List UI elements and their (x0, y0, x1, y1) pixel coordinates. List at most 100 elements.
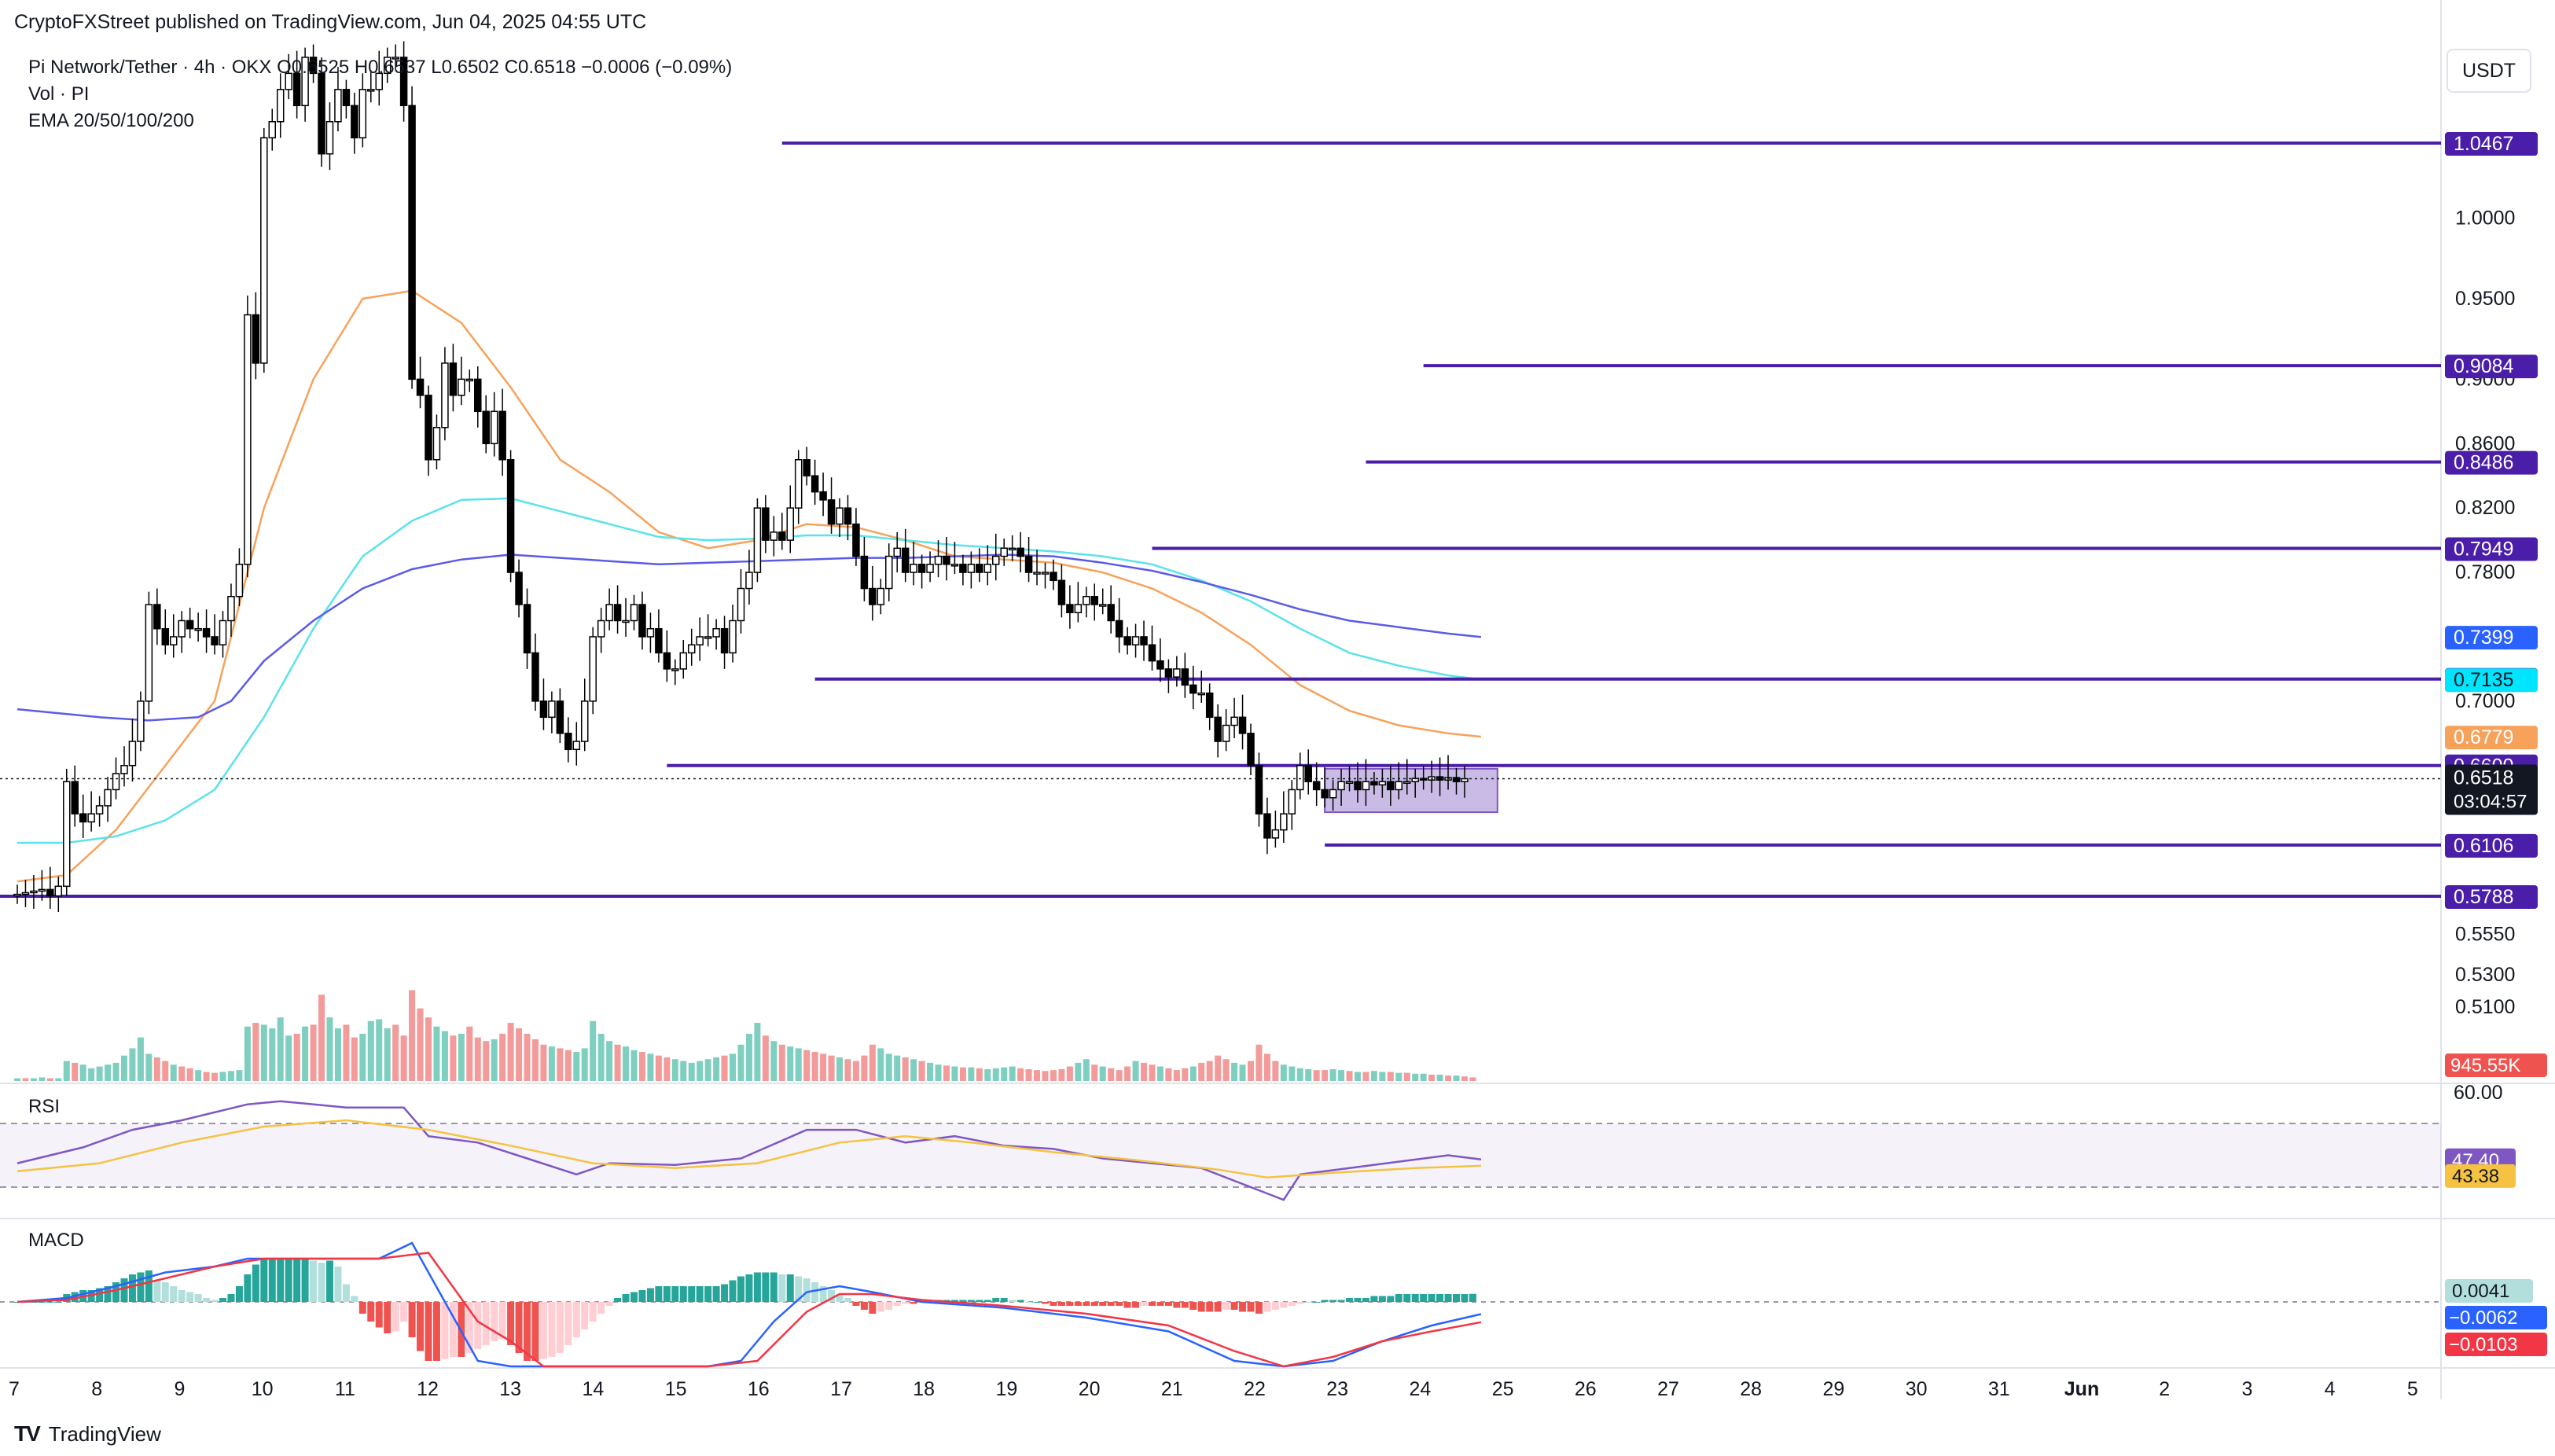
candle[interactable] (605, 604, 613, 622)
candle[interactable] (762, 507, 770, 541)
candle[interactable] (646, 627, 655, 638)
candle[interactable] (926, 564, 934, 573)
candle[interactable] (186, 620, 194, 630)
candle[interactable] (720, 627, 729, 654)
candle[interactable] (589, 636, 597, 702)
candle[interactable] (959, 564, 967, 573)
ema-legend[interactable]: EMA 20/50/100/200 (28, 110, 194, 131)
candle[interactable] (1354, 781, 1362, 791)
candle[interactable] (515, 572, 523, 605)
candle[interactable] (38, 888, 46, 892)
candle[interactable] (1337, 781, 1345, 791)
candle[interactable] (1156, 660, 1164, 670)
candle[interactable] (778, 531, 786, 541)
macd-signal-line[interactable] (17, 1252, 1482, 1368)
candle[interactable] (1107, 604, 1115, 622)
candle[interactable] (1131, 636, 1140, 645)
candle[interactable] (991, 555, 1000, 565)
candle[interactable] (1197, 692, 1205, 696)
candle[interactable] (1164, 668, 1173, 678)
candle[interactable] (408, 105, 416, 381)
candle[interactable] (1057, 579, 1066, 605)
candle[interactable] (539, 700, 548, 719)
candle[interactable] (30, 890, 38, 894)
candle[interactable] (399, 57, 408, 107)
candle[interactable] (597, 620, 605, 638)
candle[interactable] (983, 564, 992, 573)
candle[interactable] (1280, 813, 1288, 831)
candle[interactable] (465, 378, 474, 382)
candle[interactable] (79, 813, 87, 823)
candle[interactable] (1214, 716, 1222, 742)
candle[interactable] (819, 491, 827, 501)
candle[interactable] (1452, 777, 1461, 782)
candle[interactable] (1271, 829, 1280, 839)
candle[interactable] (1247, 733, 1255, 767)
candle[interactable] (95, 805, 104, 814)
candle[interactable] (260, 137, 268, 364)
candle[interactable] (729, 620, 737, 654)
candle[interactable] (786, 507, 794, 541)
candle[interactable] (1395, 781, 1403, 791)
candle[interactable] (351, 105, 358, 138)
candle[interactable] (1255, 764, 1263, 814)
candle[interactable] (1304, 764, 1312, 782)
candle[interactable] (325, 121, 334, 155)
candle[interactable] (432, 427, 441, 461)
candle[interactable] (1402, 781, 1411, 784)
candle[interactable] (696, 636, 704, 645)
candle[interactable] (1115, 620, 1123, 638)
candle[interactable] (1230, 716, 1238, 726)
candle[interactable] (1238, 716, 1247, 734)
tradingview-footer[interactable]: TV TradingView (14, 1421, 161, 1447)
candle[interactable] (227, 596, 235, 622)
candle[interactable] (112, 773, 120, 791)
candle[interactable] (244, 314, 252, 565)
candle[interactable] (1074, 604, 1083, 613)
candle[interactable] (753, 507, 762, 573)
candle[interactable] (622, 620, 630, 623)
candle[interactable] (1000, 547, 1008, 557)
candle[interactable] (917, 564, 926, 573)
candle[interactable] (474, 378, 482, 413)
candle[interactable] (1189, 684, 1197, 694)
candle[interactable] (572, 741, 581, 751)
candle[interactable] (219, 620, 227, 645)
candle[interactable] (943, 555, 950, 565)
candle[interactable] (1321, 789, 1329, 799)
candle[interactable] (613, 604, 622, 622)
candle[interactable] (1008, 547, 1016, 551)
candle[interactable] (852, 523, 860, 557)
candle[interactable] (811, 475, 819, 493)
candle[interactable] (46, 888, 54, 897)
symbol-legend[interactable]: Pi Network/Tether · 4h · OKX O0.6525 H0.… (28, 57, 733, 78)
currency-selector[interactable]: USDT (2447, 49, 2531, 93)
candle[interactable] (844, 507, 852, 525)
candle[interactable] (1066, 604, 1074, 613)
candle[interactable] (1033, 572, 1041, 575)
candle[interactable] (893, 547, 901, 557)
candle[interactable] (877, 587, 885, 605)
candle[interactable] (71, 781, 79, 814)
candle[interactable] (334, 89, 342, 123)
candle[interactable] (235, 564, 244, 597)
consolidation-box[interactable] (1324, 767, 1498, 814)
candle[interactable] (687, 644, 696, 654)
candle[interactable] (21, 892, 30, 895)
candle[interactable] (416, 378, 425, 396)
candle[interactable] (548, 700, 556, 719)
candle[interactable] (1050, 572, 1057, 582)
candle[interactable] (1370, 781, 1378, 786)
candle[interactable] (1205, 692, 1214, 719)
candle[interactable] (910, 564, 917, 573)
candle[interactable] (531, 652, 539, 702)
candle[interactable] (1378, 781, 1387, 786)
candle[interactable] (967, 564, 976, 573)
candle[interactable] (1329, 789, 1337, 799)
candle[interactable] (194, 627, 202, 631)
candle[interactable] (1288, 789, 1296, 814)
candle[interactable] (885, 555, 893, 590)
candle[interactable] (54, 885, 63, 897)
candle[interactable] (367, 89, 375, 92)
